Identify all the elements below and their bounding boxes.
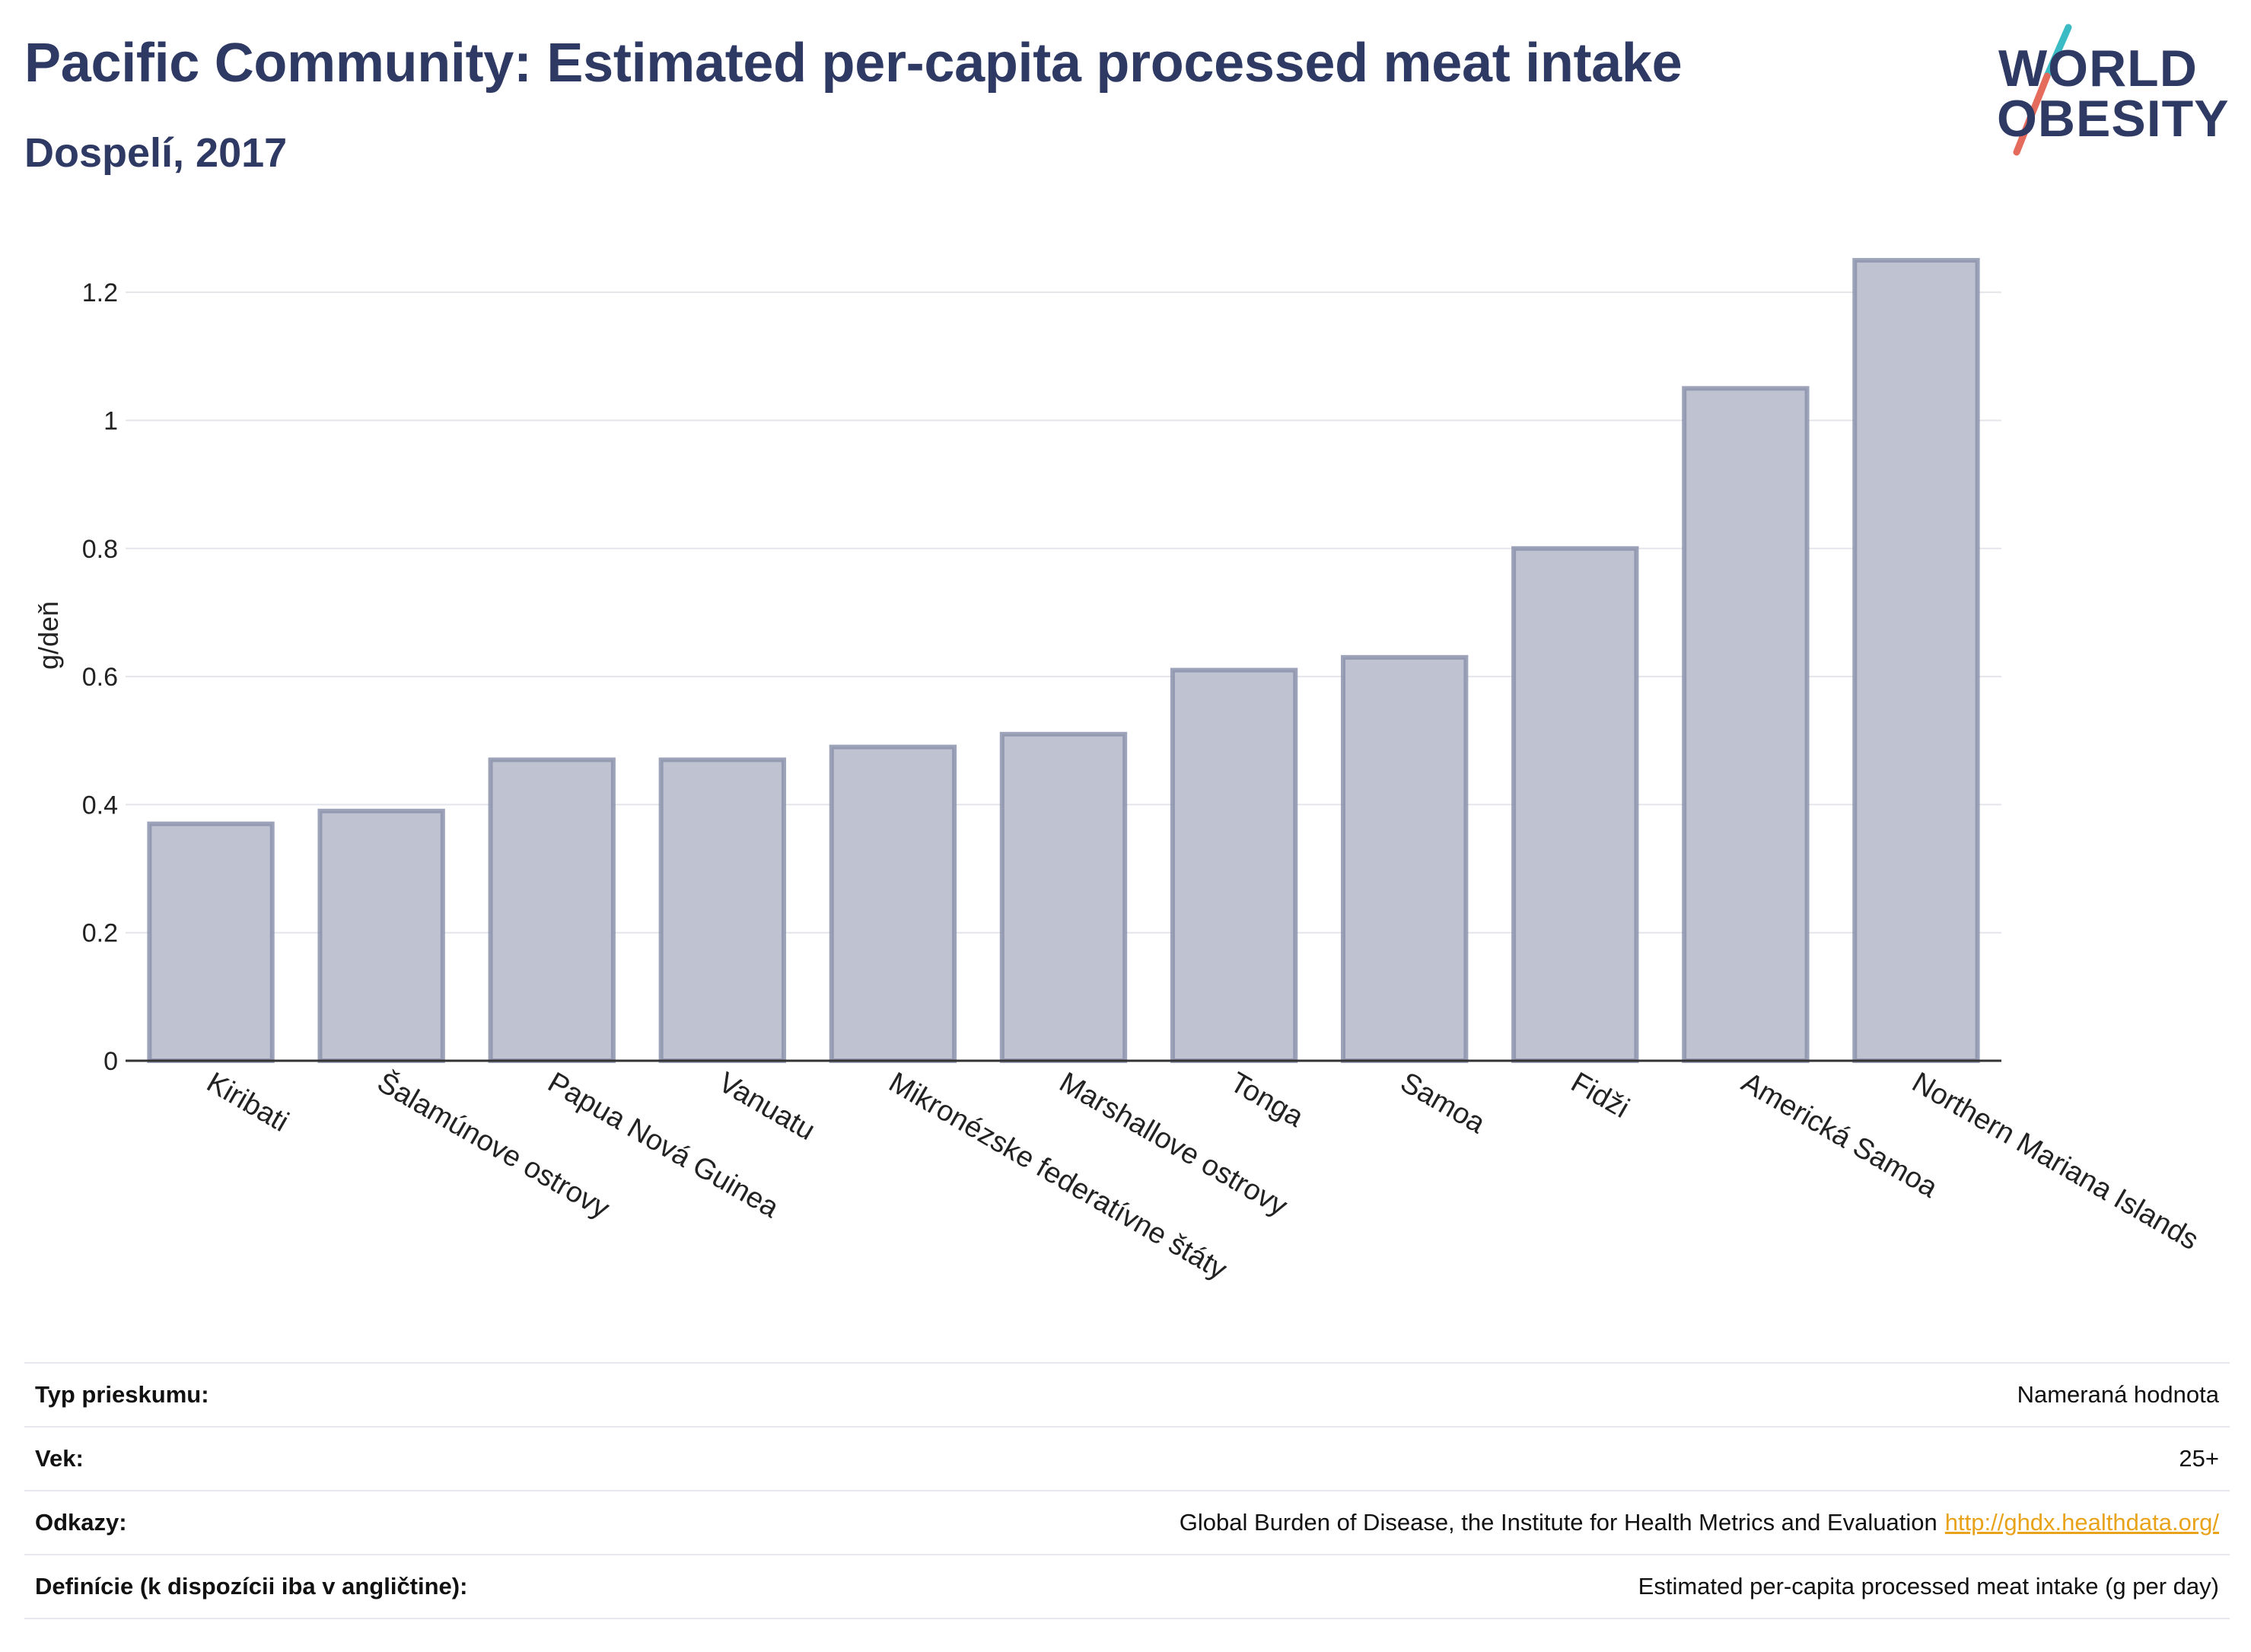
meta-value-survey: Nameraná hodnota (2017, 1381, 2219, 1408)
references-text: Global Burden of Disease, the Institute … (1179, 1509, 1937, 1536)
x-tick-label: Tonga (1224, 1066, 1309, 1134)
meta-label-survey: Typ prieskumu: (35, 1381, 209, 1408)
y-tick-label: 0.6 (82, 663, 118, 692)
y-axis-label: g/deň (33, 601, 64, 670)
y-tick-label: 1.2 (82, 279, 118, 307)
x-tick-label: Northern Mariana Islands (1906, 1066, 2203, 1256)
chart-title: Pacific Community: Estimated per-capita … (24, 33, 1683, 94)
logo-slash-icon (2013, 24, 2072, 156)
bar[interactable] (1511, 546, 1639, 1063)
y-tick-label: 1 (103, 406, 118, 435)
bar[interactable] (488, 757, 616, 1063)
meta-label-age: Vek: (35, 1445, 84, 1472)
bar[interactable] (317, 808, 445, 1064)
meta-label-references: Odkazy: (35, 1509, 127, 1536)
x-tick-label: Mikronézske federatívne štáty (884, 1066, 1232, 1286)
bar[interactable] (1852, 258, 1980, 1064)
meta-row-age: Vek: 25+ (24, 1426, 2230, 1490)
chart-subtitle: Dospelí, 2017 (24, 130, 288, 176)
y-tick-label: 0.2 (82, 919, 118, 948)
meta-label-definitions: Definície (k dispozícii iba v angličtine… (35, 1573, 468, 1599)
meta-value-age: 25+ (2179, 1445, 2219, 1472)
bar[interactable] (147, 821, 275, 1063)
meta-value-definitions: Estimated per-capita processed meat inta… (1638, 1573, 2219, 1599)
y-tick-label: 0.4 (82, 791, 118, 820)
bar[interactable] (658, 757, 786, 1063)
x-tick-label: Kiribati (202, 1066, 295, 1138)
metadata-table: Typ prieskumu: Nameraná hodnota Vek: 25+… (24, 1362, 2230, 1619)
x-tick-label: Fidži (1565, 1066, 1634, 1124)
world-obesity-logo[interactable]: WORLD OBESITY (1994, 23, 2237, 160)
bar[interactable] (1341, 654, 1469, 1063)
logo-text-world: WORLD (1998, 40, 2198, 97)
bar[interactable] (1682, 386, 1810, 1063)
y-tick-labels: 0 0.2 0.4 0.6 0.8 1 1.2 (82, 279, 118, 1076)
y-tick-label: 0.8 (82, 535, 118, 564)
bar[interactable] (1170, 667, 1298, 1063)
references-link[interactable]: http://ghdx.healthdata.org/ (1944, 1509, 2219, 1536)
meta-row-definitions: Definície (k dispozícii iba v angličtine… (24, 1554, 2230, 1619)
meta-value-references: Global Burden of Disease, the Institute … (1180, 1509, 2219, 1536)
bar-chart: 0 0.2 0.4 0.6 0.8 1 1.2 Kiribati Šalamúnove ost… (33, 258, 2204, 1286)
meta-row-survey: Typ prieskumu: Nameraná hodnota (24, 1362, 2230, 1426)
bar[interactable] (829, 744, 957, 1064)
logo-text-obesity: OBESITY (1997, 90, 2230, 148)
bar[interactable] (999, 731, 1128, 1063)
y-tick-label: 0 (103, 1047, 118, 1076)
x-tick-label: Vanuatu (713, 1066, 820, 1147)
bars (147, 258, 1980, 1064)
x-tick-label: Samoa (1395, 1066, 1491, 1140)
meta-row-references: Odkazy: Global Burden of Disease, the In… (24, 1490, 2230, 1554)
